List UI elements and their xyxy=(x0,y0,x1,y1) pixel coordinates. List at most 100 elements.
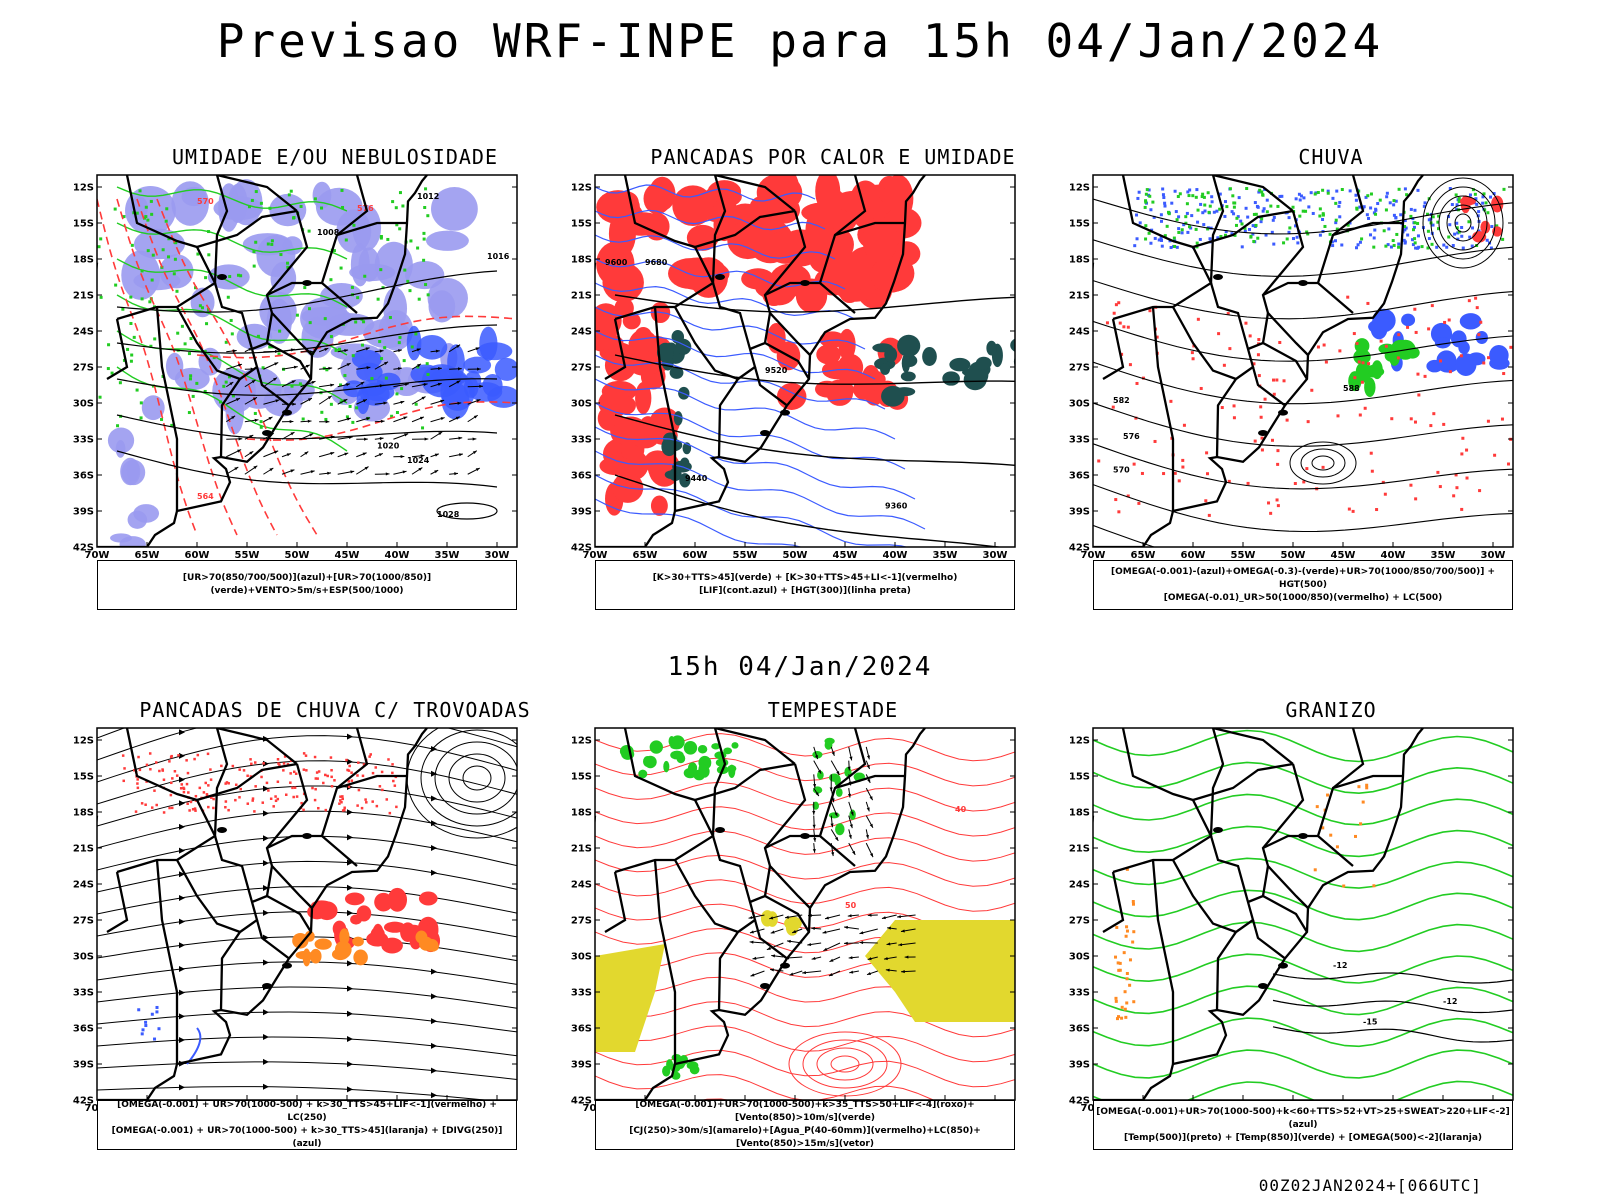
field-speck xyxy=(1306,420,1310,424)
field-speck xyxy=(1331,196,1335,200)
field-speck xyxy=(1160,244,1164,248)
field-patch xyxy=(822,250,864,288)
field-speck xyxy=(414,332,418,336)
field-speck xyxy=(1177,479,1181,483)
field-speck xyxy=(1495,224,1499,228)
hgt500-contour xyxy=(1093,320,1513,362)
wind-vector-head xyxy=(379,384,384,388)
field-speck xyxy=(302,752,306,755)
wind-vector-head xyxy=(274,362,279,366)
field-speck xyxy=(1187,194,1191,198)
humidity-contour xyxy=(116,186,348,212)
wind-vector-head xyxy=(792,930,797,933)
field-speck xyxy=(1493,453,1497,457)
field-patch xyxy=(344,892,365,906)
field-speck xyxy=(1375,508,1379,512)
field-speck xyxy=(1399,213,1403,217)
field-patch xyxy=(126,459,139,482)
contour-label: -12 xyxy=(1443,997,1457,1006)
field-speck xyxy=(187,411,191,415)
contour-label: 1020 xyxy=(377,442,400,451)
field-speck xyxy=(161,248,165,252)
wind-vector-head xyxy=(847,766,851,771)
field-speck xyxy=(1260,217,1264,221)
field-speck xyxy=(1186,230,1190,234)
precipitable-water-contour xyxy=(595,781,1015,812)
main-title: Previsao WRF-INPE para 15h 04/Jan/2024 xyxy=(216,14,1384,68)
field-patch xyxy=(835,787,843,797)
lif-contour xyxy=(595,450,926,530)
field-speck xyxy=(1370,469,1374,473)
field-speck xyxy=(194,809,197,812)
lake xyxy=(282,409,292,416)
field-speck xyxy=(1258,188,1262,192)
field-speck xyxy=(1151,200,1155,204)
field-speck xyxy=(1132,930,1136,934)
field-patch xyxy=(870,256,912,293)
wind-vector-head xyxy=(378,453,383,457)
temp850-contour xyxy=(1093,729,1513,763)
field-speck xyxy=(1456,237,1460,241)
wind-vector-head xyxy=(420,454,425,458)
field-speck xyxy=(1200,195,1204,199)
wind-vector-head xyxy=(456,344,461,349)
field-speck xyxy=(350,779,354,782)
field-speck xyxy=(171,777,174,780)
field-speck xyxy=(1437,214,1441,218)
field-speck xyxy=(191,808,195,811)
wind-vector-head xyxy=(423,382,428,387)
temp850-contour xyxy=(1093,985,1513,1016)
contour-label: 9360 xyxy=(885,502,908,511)
lat-tick-label: 18S xyxy=(1069,808,1090,819)
wind-vector-head xyxy=(344,349,349,353)
field-speck xyxy=(1173,189,1177,193)
field-speck xyxy=(1333,239,1337,243)
field-speck xyxy=(1105,321,1109,325)
field-speck xyxy=(402,359,406,363)
field-speck xyxy=(1232,416,1236,420)
field-speck xyxy=(1340,188,1344,192)
land xyxy=(1093,175,1423,547)
field-speck xyxy=(1260,436,1264,440)
field-speck xyxy=(391,763,394,766)
field-speck xyxy=(259,420,263,424)
field-patch xyxy=(670,750,684,760)
field-speck xyxy=(422,258,426,262)
field-speck xyxy=(347,785,351,789)
field-speck xyxy=(320,410,324,414)
streamline-arrow xyxy=(179,965,185,972)
field-speck xyxy=(1278,194,1282,198)
field-speck xyxy=(369,753,372,756)
field-speck xyxy=(1248,334,1252,338)
field-speck xyxy=(1431,215,1435,219)
streamline-arrow xyxy=(179,752,185,759)
field-speck xyxy=(348,404,352,408)
field-speck xyxy=(1202,195,1206,199)
political-border xyxy=(653,306,677,511)
contour-label: 588 xyxy=(1343,384,1360,393)
field-speck xyxy=(1165,224,1169,228)
field-speck xyxy=(339,383,343,387)
field-speck xyxy=(1357,189,1361,193)
streamline-arrow xyxy=(347,909,353,916)
field-speck xyxy=(1454,473,1458,477)
lat-tick-label: 39S xyxy=(1069,507,1090,518)
lat-tick-label: 24S xyxy=(73,327,94,338)
wind-vector-head xyxy=(366,366,371,370)
streamline xyxy=(97,1011,517,1033)
field-patch xyxy=(1353,349,1371,365)
field-speck xyxy=(1382,229,1386,233)
field-speck xyxy=(303,286,307,290)
field-speck xyxy=(1423,374,1427,378)
streamline-arrow xyxy=(431,726,437,727)
field-speck xyxy=(1137,501,1141,505)
field-patch xyxy=(835,823,845,836)
wind-vector-head xyxy=(292,402,296,406)
field-speck xyxy=(1338,349,1342,353)
field-speck xyxy=(1294,197,1298,201)
field-speck xyxy=(1252,212,1256,216)
legend-line: [UR>70(850/700/500)](azul)+[UR>70(1000/8… xyxy=(182,573,432,596)
lon-tick-label: 70W xyxy=(1081,550,1106,561)
political-border xyxy=(711,175,757,458)
field-speck xyxy=(1405,193,1409,197)
